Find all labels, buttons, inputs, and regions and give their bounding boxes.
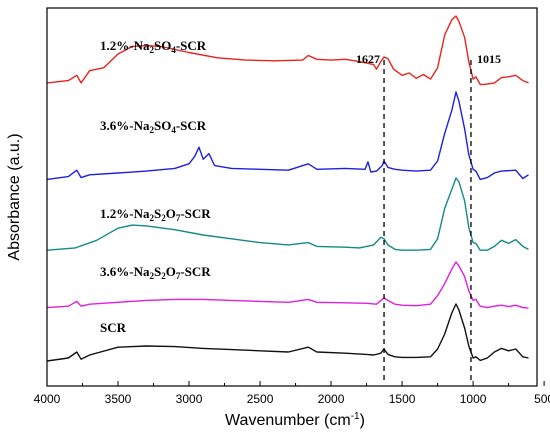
x-axis-title: Wavenumber (cm-1): [225, 411, 365, 429]
x-tick-label-2500: 2500: [247, 392, 274, 406]
annotation-label-1015: 1015: [477, 52, 501, 66]
series-layer: [46, 15, 529, 362]
series-line-2: [46, 91, 529, 181]
series-label-5: SCR: [100, 320, 127, 335]
x-tick-label-500: 500: [534, 392, 550, 406]
plot-frame: [46, 7, 538, 387]
x-tick-label-3500: 3500: [105, 392, 132, 406]
series-labels: 1.2%-Na2SO4-SCR 3.6%-Na2SO4-SCR 1.2%-Na2S2…: [100, 38, 211, 335]
annotation-guides: 1627 1015: [356, 52, 501, 382]
series-label-3: 1.2%-Na2S2O7-SCR: [100, 206, 211, 223]
x-tick-label-2000: 2000: [318, 392, 345, 406]
series-label-1: 1.2%-Na2SO4-SCR: [100, 38, 207, 55]
x-axis-ticks: 4000 3500 3000 2500 2000 1500 1000 500: [34, 381, 550, 406]
series-line-1: [46, 15, 529, 86]
series-line-5: [46, 303, 529, 362]
x-tick-label-1500: 1500: [389, 392, 416, 406]
series-label-4: 3.6%-Na2S2O7-SCR: [100, 264, 211, 281]
series-line-4: [46, 261, 529, 309]
x-tick-label-3000: 3000: [176, 392, 203, 406]
series-label-2: 3.6%-Na2SO4-SCR: [100, 118, 207, 135]
series-line-3: [46, 177, 529, 251]
y-axis-title: Absorbance (a.u.): [6, 133, 23, 260]
x-tick-label-4000: 4000: [34, 392, 61, 406]
x-tick-label-1000: 1000: [460, 392, 487, 406]
annotation-label-1627: 1627: [356, 52, 380, 66]
